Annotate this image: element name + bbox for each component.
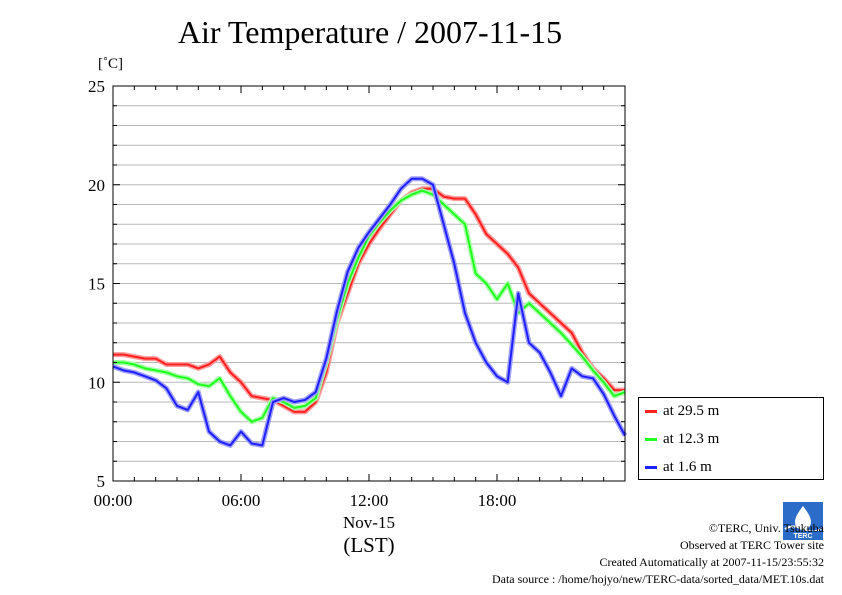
legend-item-29-5m: at 29.5 m <box>645 401 719 421</box>
legend-label-12-3m: at 12.3 m <box>663 430 720 447</box>
legend-item-1-6m: at 1.6 m <box>645 457 712 477</box>
legend: at 29.5 m at 12.3 m at 1.6 m <box>638 397 824 480</box>
x-tick-label: 12:00 <box>350 491 389 510</box>
series-halo-1 <box>113 188 626 425</box>
legend-swatch-red <box>645 409 657 413</box>
legend-item-12-3m: at 12.3 m <box>645 429 719 449</box>
series-line-2 <box>112 177 626 447</box>
series-line-1 <box>113 189 626 423</box>
legend-label-29-5m: at 29.5 m <box>663 402 720 419</box>
axis-labels: 5 10 15 20 25 00:00 06:00 12:00 18:00 Nov-15(LST) <box>88 77 516 557</box>
y-tick-label: 20 <box>88 176 105 195</box>
axis-ticks <box>112 85 626 482</box>
chart-title: Air Temperature / 2007-11-15 <box>177 14 563 50</box>
x-tick-label: 18:00 <box>478 491 517 510</box>
series-layer <box>112 176 628 448</box>
credits-copyright: ©TERC, Univ. Tsukuba <box>708 521 824 535</box>
credits-created: Created Automatically at 2007-11-15/23:5… <box>599 555 824 569</box>
x-tick-label: 00:00 <box>94 491 133 510</box>
x-tick-label: 06:00 <box>222 491 261 510</box>
series-line-0 <box>113 187 625 413</box>
logo-text: TERC <box>793 533 812 540</box>
credits-observed: Observed at TERC Tower site <box>679 538 824 552</box>
credits-source: Data source : /home/hojyo/new/TERC-data/… <box>491 572 824 586</box>
legend-swatch-green <box>645 437 657 441</box>
y-tick-label: 25 <box>88 77 105 96</box>
legend-label-1-6m: at 1.6 m <box>663 458 712 475</box>
y-tick-label: 5 <box>97 472 106 491</box>
x-axis-label: Nov-15 <box>343 513 395 532</box>
y-tick-label: 10 <box>88 373 105 392</box>
legend-swatch-blue <box>645 465 657 469</box>
x-axis-sublabel: (LST) <box>343 533 394 557</box>
y-tick-label: 15 <box>88 275 105 294</box>
terc-logo-icon: TERC <box>783 502 823 540</box>
y-axis-unit: [˚C] <box>98 56 123 72</box>
